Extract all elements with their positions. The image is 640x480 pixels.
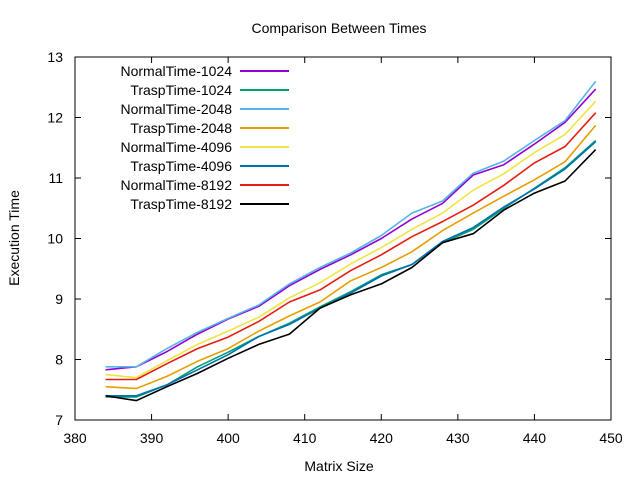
series-line-normaltime-4096 [105,100,597,379]
legend-label: TraspTime-2048 [130,120,232,136]
y-tick-label: 9 [55,291,63,307]
series-line-normaltime-8192 [105,112,597,381]
x-tick-label: 450 [599,430,623,446]
series-line-trasptime-8192 [105,149,597,402]
legend-label: NormalTime-8192 [120,177,232,193]
series-lines [105,80,597,402]
legend-label: TraspTime-1024 [130,82,232,98]
x-axis-title: Matrix Size [304,458,373,474]
x-tick-label: 400 [216,430,240,446]
x-tick-label: 420 [370,430,394,446]
y-tick-label: 11 [48,170,63,186]
y-tick-label: 7 [55,412,63,428]
legend-label: NormalTime-4096 [120,139,232,155]
x-tick-label: 410 [293,430,317,446]
series-line-trasptime-2048 [105,124,597,390]
x-tick-label: 430 [446,430,470,446]
y-tick-label: 13 [47,49,63,65]
legend-label: TraspTime-4096 [130,158,232,174]
y-axis-title: Execution Time [6,190,22,286]
x-tick-label: 440 [523,430,547,446]
y-tick-label: 8 [55,352,63,368]
series-line-normaltime-2048 [105,80,597,368]
legend: NormalTime-1024 TraspTime-1024 NormalTime-… [120,63,289,212]
legend-label: NormalTime-2048 [120,101,232,117]
series-line-normaltime-1024 [105,88,597,371]
y-tick-label: 10 [47,231,63,247]
legend-label: TraspTime-8192 [130,196,232,212]
x-tick-label: 380 [63,430,87,446]
legend-label: NormalTime-1024 [120,63,232,79]
y-axis: 7 8 9 10 11 12 13 [47,49,611,428]
series-line-trasptime-4096 [105,141,597,397]
chart-title: Comparison Between Times [251,20,426,36]
x-tick-label: 390 [140,430,164,446]
y-tick-label: 12 [47,110,63,126]
x-axis: 380 390 400 410 420 430 440 450 [63,57,623,446]
